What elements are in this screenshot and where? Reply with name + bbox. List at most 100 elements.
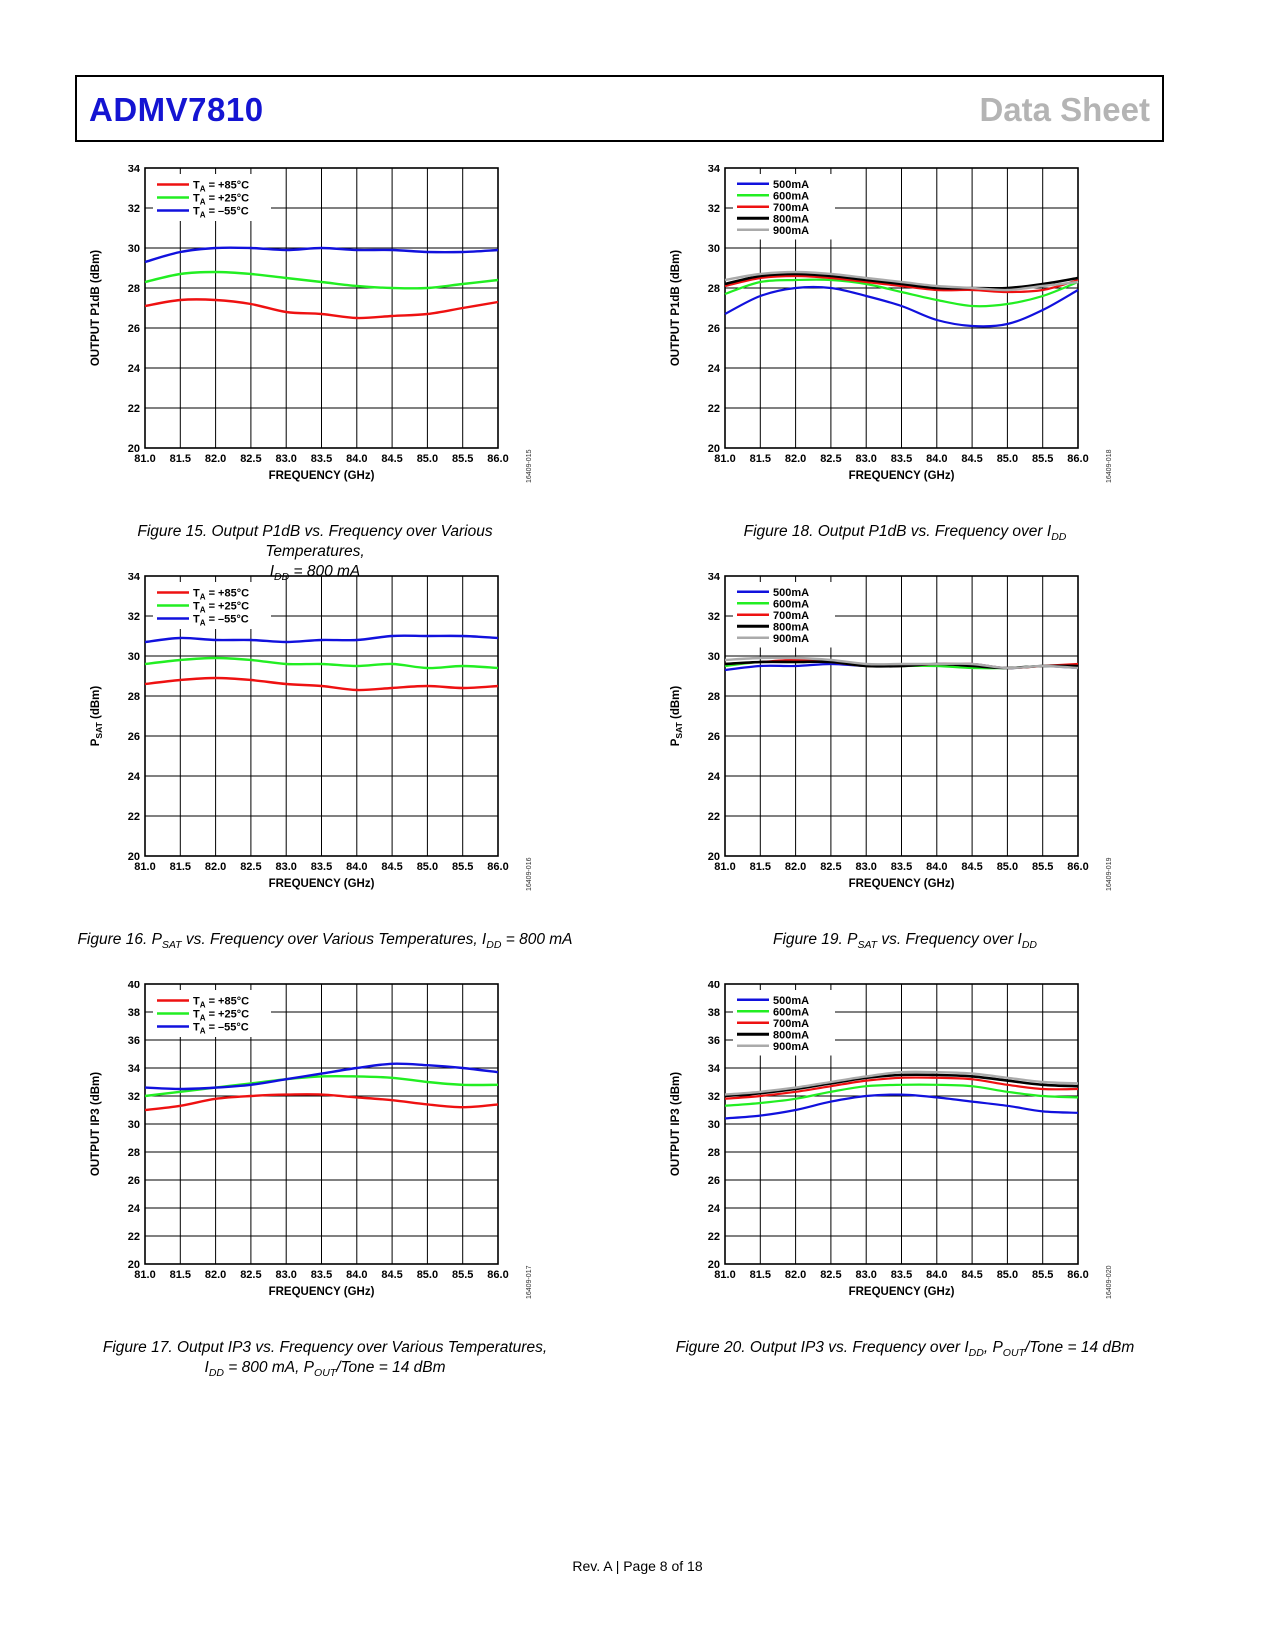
caption-fig17: Figure 17. Output IP3 vs. Frequency over… bbox=[102, 1339, 548, 1380]
plot-frame bbox=[144, 983, 499, 1265]
chart-fig19: 20 22 24 26 28 30 32 34 81.0 81.5 82.0 82.5 83.0 83.5… bbox=[670, 573, 1113, 891]
x-axis-label: FREQUENCY (GHz) bbox=[269, 470, 375, 482]
series-line bbox=[144, 656, 499, 670]
x-tick-label: 81.0 bbox=[714, 1269, 735, 1281]
y-tick-label: 20 bbox=[128, 443, 140, 455]
caption-fig16: Figure 16. PSAT vs. Frequency over Vario… bbox=[77, 931, 573, 952]
y-tick-label: 28 bbox=[128, 283, 140, 295]
x-tick-label: 83.5 bbox=[891, 861, 912, 873]
legend-label: 600mA bbox=[773, 1006, 809, 1018]
x-tick-label: 83.0 bbox=[275, 861, 296, 873]
x-tick-label: 85.0 bbox=[997, 861, 1018, 873]
x-tick-label: 82.0 bbox=[785, 453, 806, 465]
y-tick-label: 40 bbox=[128, 981, 140, 991]
series-line bbox=[144, 676, 499, 692]
chart-fig17: 20 22 24 26 28 30 32 34 36 38 40 81.0 81.5 82.0 82.5 83… bbox=[90, 981, 533, 1299]
x-tick-label: 82.5 bbox=[820, 861, 841, 873]
y-tick-label: 26 bbox=[128, 1175, 140, 1187]
figure-code: 16409-016 bbox=[526, 857, 533, 891]
y-tick-label: 20 bbox=[708, 851, 720, 863]
caption-fig18: Figure 18. Output P1dB vs. Frequency ove… bbox=[743, 523, 1067, 544]
chart-fig18: 20 22 24 26 28 30 32 34 81.0 81.5 82.0 82.5 83.0 83.5… bbox=[670, 165, 1113, 483]
chart-fig15: 20 22 24 26 28 30 32 34 81.0 81.5 82.0 82.5 83.0 83.5… bbox=[90, 165, 533, 483]
x-tick-label: 83.0 bbox=[855, 453, 876, 465]
y-tick-label: 24 bbox=[708, 363, 721, 375]
y-tick-label: 30 bbox=[128, 1119, 140, 1131]
x-tick-label: 85.5 bbox=[1032, 861, 1053, 873]
x-tick-label: 82.0 bbox=[205, 453, 226, 465]
y-tick-label: 20 bbox=[708, 1259, 720, 1271]
legend-label: 500mA bbox=[773, 587, 809, 599]
x-tick-label: 82.0 bbox=[205, 861, 226, 873]
x-tick-label: 83.0 bbox=[855, 861, 876, 873]
legend-label: TA = +85°C bbox=[193, 996, 249, 1010]
x-tick-label: 85.0 bbox=[417, 861, 438, 873]
y-axis-label: PSAT (dBm) bbox=[90, 686, 104, 747]
y-tick-label: 32 bbox=[128, 611, 140, 623]
series-line bbox=[144, 298, 499, 320]
legend-label: 500mA bbox=[773, 179, 809, 191]
x-tick-label: 81.0 bbox=[714, 861, 735, 873]
x-tick-label: 81.5 bbox=[750, 1269, 771, 1281]
y-axis-label: PSAT (dBm) bbox=[670, 686, 684, 747]
series-line bbox=[724, 1070, 1079, 1096]
x-tick-label: 84.5 bbox=[961, 861, 982, 873]
plot-frame bbox=[724, 575, 1079, 857]
x-axis-label: FREQUENCY (GHz) bbox=[269, 1286, 375, 1298]
y-tick-label: 28 bbox=[708, 1147, 720, 1159]
plot-frame bbox=[724, 983, 1079, 1265]
x-tick-label: 84.5 bbox=[381, 861, 402, 873]
legend-label: 900mA bbox=[773, 1041, 809, 1053]
y-tick-label: 36 bbox=[708, 1035, 720, 1047]
caption-fig19: Figure 19. PSAT vs. Frequency over IDD bbox=[773, 931, 1037, 952]
legend-label: 800mA bbox=[773, 213, 809, 225]
y-tick-label: 24 bbox=[708, 1203, 721, 1215]
x-tick-label: 83.5 bbox=[311, 1269, 332, 1281]
page-header: ADMV7810 Data Sheet bbox=[75, 75, 1164, 142]
y-tick-label: 22 bbox=[708, 811, 720, 823]
x-tick-label: 84.0 bbox=[926, 1269, 947, 1281]
x-tick-label: 85.5 bbox=[1032, 453, 1053, 465]
x-tick-label: 84.0 bbox=[346, 453, 367, 465]
y-tick-label: 32 bbox=[708, 203, 720, 215]
x-tick-label: 84.0 bbox=[346, 1269, 367, 1281]
x-tick-label: 85.5 bbox=[452, 1269, 473, 1281]
x-tick-label: 84.5 bbox=[381, 453, 402, 465]
x-tick-label: 84.0 bbox=[346, 861, 367, 873]
legend-label: 500mA bbox=[773, 995, 809, 1007]
legend-label: TA = –55°C bbox=[193, 1022, 249, 1036]
x-tick-label: 84.0 bbox=[926, 861, 947, 873]
series-line bbox=[724, 1073, 1079, 1098]
legend-label: TA = +25°C bbox=[193, 193, 249, 207]
x-tick-label: 86.0 bbox=[1067, 1269, 1088, 1281]
legend-label: 800mA bbox=[773, 621, 809, 633]
series-line bbox=[724, 285, 1079, 328]
legend-label: TA = –55°C bbox=[193, 206, 249, 220]
y-tick-label: 30 bbox=[128, 651, 140, 663]
x-tick-label: 81.5 bbox=[750, 861, 771, 873]
y-tick-label: 36 bbox=[128, 1035, 140, 1047]
legend-label: 900mA bbox=[773, 225, 809, 237]
legend-label: TA = +85°C bbox=[193, 180, 249, 194]
x-tick-label: 81.5 bbox=[170, 861, 191, 873]
x-tick-label: 84.5 bbox=[961, 1269, 982, 1281]
y-tick-label: 28 bbox=[708, 283, 720, 295]
x-tick-label: 85.5 bbox=[452, 861, 473, 873]
y-tick-label: 26 bbox=[708, 731, 720, 743]
y-tick-label: 24 bbox=[128, 771, 141, 783]
y-tick-label: 26 bbox=[128, 731, 140, 743]
figure-code: 16409-020 bbox=[1106, 1265, 1113, 1299]
x-tick-label: 86.0 bbox=[1067, 453, 1088, 465]
chart-fig16: 20 22 24 26 28 30 32 34 81.0 81.5 82.0 82.5 83.0 83.5… bbox=[90, 573, 533, 891]
x-tick-label: 82.5 bbox=[820, 453, 841, 465]
y-tick-label: 28 bbox=[128, 691, 140, 703]
y-tick-label: 26 bbox=[708, 323, 720, 335]
x-tick-label: 81.5 bbox=[170, 453, 191, 465]
x-tick-label: 81.5 bbox=[170, 1269, 191, 1281]
legend-label: 700mA bbox=[773, 202, 809, 214]
x-tick-label: 82.5 bbox=[240, 453, 261, 465]
x-tick-label: 82.0 bbox=[205, 1269, 226, 1281]
plot-frame bbox=[144, 167, 499, 449]
x-tick-label: 81.0 bbox=[714, 453, 735, 465]
x-tick-label: 85.0 bbox=[417, 453, 438, 465]
